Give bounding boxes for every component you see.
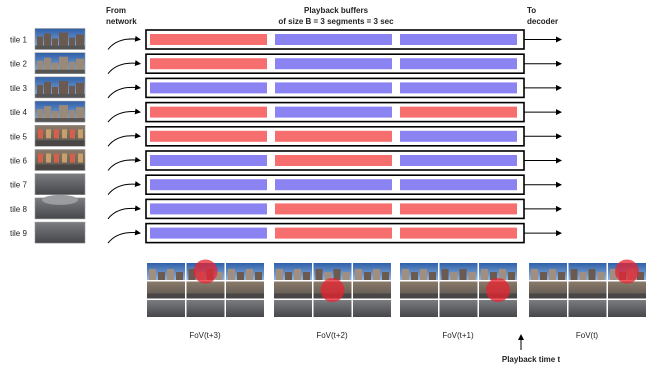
tile-thumbnail [34, 28, 86, 50]
tile-label: tile 2 [10, 60, 27, 69]
fov-panels: FoV(t+3) FoV(t+2) FoV(t+1) FoV(t) [147, 259, 646, 340]
segment-blue [275, 82, 392, 94]
tile-thumbnail [34, 52, 86, 75]
segment-blue [400, 179, 517, 191]
segment-red [400, 227, 517, 239]
segment-red [275, 227, 392, 239]
buffer-row: tile 5 [10, 125, 562, 147]
fov-panel: FoV(t+2) [274, 263, 391, 340]
tile-label: tile 1 [10, 36, 27, 45]
from-network-label-2: network [106, 17, 137, 26]
segment-blue [400, 34, 517, 45]
segment-blue [275, 106, 392, 118]
from-network-label-1: From [106, 6, 126, 15]
segment-red [275, 155, 392, 166]
segment-blue [150, 227, 267, 239]
fov-label: FoV(t+3) [189, 331, 221, 340]
buffer-row: tile 1 [10, 28, 562, 50]
incoming-arrow [107, 108, 141, 123]
tile-label: tile 8 [10, 205, 27, 214]
tile-label: tile 3 [10, 84, 27, 93]
buffers-title-1: Playback buffers [304, 6, 369, 15]
incoming-arrow [107, 132, 141, 147]
buffer-row: tile 9 [10, 221, 562, 244]
incoming-arrow [107, 84, 141, 99]
incoming-arrow [107, 229, 141, 244]
tile-label: tile 4 [10, 108, 27, 117]
segment-red [275, 203, 392, 215]
tile-thumbnail [34, 221, 86, 244]
tile-label: tile 6 [10, 157, 27, 166]
segment-blue [400, 155, 517, 166]
playback-time-label: Playback time t [502, 355, 561, 364]
incoming-arrow [107, 35, 141, 50]
segment-blue [275, 179, 392, 191]
tile-thumbnail [34, 76, 86, 99]
incoming-arrow [107, 205, 141, 220]
fov-label: FoV(t+2) [316, 331, 348, 340]
segment-blue [400, 82, 517, 94]
tile-label: tile 7 [10, 181, 27, 190]
segment-red [150, 130, 267, 142]
tile-thumbnail [34, 149, 86, 171]
buffers-title-2: of size B = 3 segments = 3 sec [278, 17, 394, 26]
tile-thumbnail [34, 194, 86, 220]
to-decoder-label-2: decoder [527, 17, 558, 26]
tile-thumbnail [34, 125, 86, 147]
segment-blue [275, 58, 392, 70]
segment-blue [400, 58, 517, 70]
segment-blue [150, 155, 267, 166]
fov-marker [320, 278, 345, 302]
segment-red [150, 106, 267, 118]
tile-label: tile 5 [10, 132, 27, 141]
tile-label: tile 9 [10, 229, 27, 238]
segment-red [150, 58, 267, 70]
fov-panel: FoV(t+3) [147, 259, 264, 340]
incoming-arrow [107, 181, 141, 196]
segment-blue [150, 179, 267, 191]
segment-red [275, 130, 392, 142]
fov-label: FoV(t+1) [442, 331, 474, 340]
tile-thumbnail [34, 173, 86, 195]
fov-marker [193, 259, 218, 284]
buffer-row: tile 4 [10, 100, 562, 123]
buffer-rows: tile 1 tile 2 tile 3 tile 4 tile 5 tile 6 tile… [10, 28, 562, 244]
buffer-row: tile 6 [10, 149, 562, 171]
fov-marker [486, 278, 510, 302]
fov-label: FoV(t) [576, 331, 599, 340]
buffer-row: tile 7 [10, 173, 562, 196]
fov-panel: FoV(t+1) [400, 263, 517, 340]
segment-blue [150, 203, 267, 215]
incoming-arrow [107, 156, 141, 171]
buffer-row: tile 2 [10, 52, 562, 75]
fov-panel: FoV(t) [529, 259, 646, 340]
segment-red [400, 106, 517, 118]
fov-marker [615, 259, 639, 284]
segment-blue [400, 130, 517, 142]
segment-red [400, 203, 517, 215]
to-decoder-label-1: To [527, 6, 536, 15]
buffer-row: tile 8 [10, 194, 562, 220]
segment-blue [150, 82, 267, 94]
segment-blue [275, 34, 392, 45]
segment-red [150, 34, 267, 45]
incoming-arrow [107, 60, 141, 75]
buffer-row: tile 3 [10, 76, 562, 99]
tile-thumbnail [34, 100, 86, 123]
